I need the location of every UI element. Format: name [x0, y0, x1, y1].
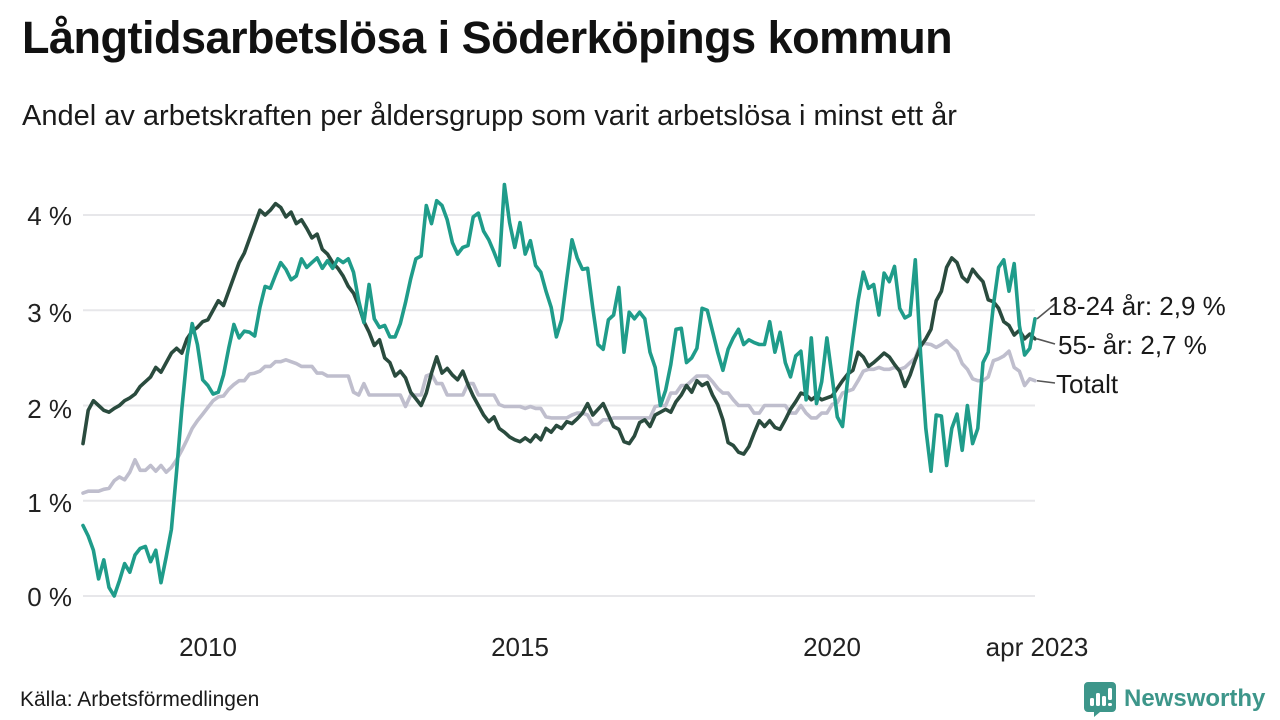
- y-tick-0: 0 %: [27, 582, 72, 612]
- series-label-18-24: 18-24 år: 2,9 %: [1048, 291, 1226, 321]
- series-label-totalt: Totalt: [1056, 369, 1119, 399]
- y-tick-1: 1 %: [27, 488, 72, 518]
- page-subtitle: Andel av arbetskraften per åldersgrupp s…: [22, 100, 957, 132]
- series-label-55: 55- år: 2,7 %: [1058, 330, 1207, 360]
- bar-chart-marker-icon: [1083, 681, 1117, 717]
- source-note: Källa: Arbetsförmedlingen: [20, 688, 260, 711]
- logo-text: Newsworthy: [1124, 685, 1266, 712]
- line-chart-plot: [81, 182, 1056, 598]
- page-title: Långtidsarbetslösa i Söderköpings kommun: [22, 12, 953, 63]
- y-tick-4: 4 %: [27, 201, 72, 231]
- y-tick-3: 3 %: [27, 298, 72, 328]
- x-tick-2015: 2015: [491, 632, 549, 662]
- x-tick-2020: 2020: [803, 632, 861, 662]
- x-tick-2010: 2010: [179, 632, 237, 662]
- newsworthy-logo[interactable]: Newsworthy: [1083, 681, 1265, 717]
- y-tick-2: 2 %: [27, 394, 72, 424]
- x-tick-apr-2023: apr 2023: [985, 632, 1089, 662]
